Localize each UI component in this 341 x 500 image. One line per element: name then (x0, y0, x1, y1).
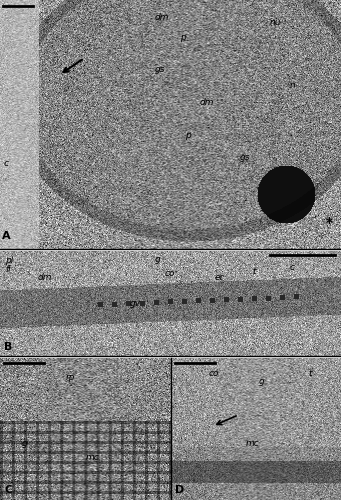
Text: mc: mc (246, 439, 260, 448)
Text: dm: dm (38, 273, 53, 282)
Text: er: er (215, 273, 224, 282)
Text: gv: gv (130, 299, 141, 308)
Text: c: c (290, 263, 295, 272)
Text: mc: mc (85, 453, 99, 462)
Text: c: c (4, 159, 9, 168)
Text: fl: fl (5, 265, 11, 274)
Text: p: p (180, 33, 185, 42)
Text: pl: pl (5, 256, 13, 265)
Text: A: A (2, 231, 11, 241)
Text: g: g (259, 377, 265, 386)
Text: co: co (209, 369, 219, 378)
Text: t: t (252, 267, 255, 276)
Text: C: C (4, 485, 12, 495)
Text: *: * (325, 216, 332, 230)
Text: rp: rp (65, 373, 75, 382)
Text: n: n (290, 81, 296, 90)
Text: dm: dm (154, 13, 169, 22)
Text: g: g (22, 439, 28, 448)
Text: p: p (184, 131, 190, 140)
Text: g: g (155, 255, 161, 264)
Text: dm: dm (199, 98, 214, 107)
Text: nu: nu (270, 18, 281, 27)
Text: co: co (165, 269, 176, 278)
Text: gs: gs (240, 153, 250, 162)
Text: B: B (4, 342, 12, 352)
Text: t: t (309, 369, 312, 378)
Text: D: D (175, 485, 184, 495)
Text: gs: gs (154, 65, 165, 74)
